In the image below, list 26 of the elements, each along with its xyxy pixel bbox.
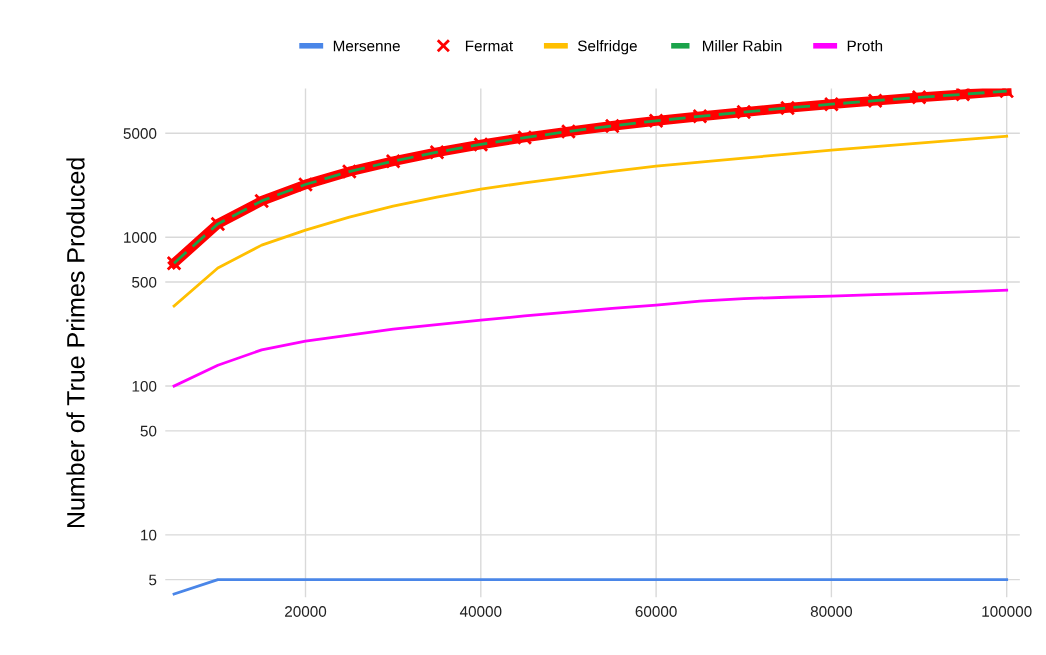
x-tick-label: 60000 [635, 606, 677, 617]
legend-label: Fermat [465, 40, 513, 52]
y-tick-label: 50 [140, 425, 157, 437]
point [604, 118, 620, 134]
y-tick-label: 10 [141, 529, 157, 541]
legend-label: Proth [847, 40, 883, 52]
point [779, 100, 796, 116]
x-tick-label: 40000 [459, 606, 502, 617]
y-tick-label: 500 [132, 276, 157, 288]
legend-label: Selfridge [577, 40, 637, 55]
point [560, 123, 577, 140]
y-tick-label: 5000 [123, 128, 157, 139]
y-axis-title: Number of True Primes Produced [66, 158, 85, 528]
x-tick-label: 20000 [285, 606, 327, 617]
point [736, 104, 752, 120]
legend-label: Miller Rabin [702, 40, 782, 52]
legend-label: Mersenne [333, 40, 400, 52]
line-series [172, 288, 1009, 388]
y-tick-label: 100 [132, 380, 157, 392]
y-tick-label: 5 [149, 574, 157, 586]
point [955, 88, 971, 102]
x-tick-label: 100000 [982, 606, 1032, 617]
x-tick-label: 80000 [810, 606, 853, 617]
point [385, 153, 401, 169]
y-tick-label: 1000 [124, 232, 157, 243]
line-series [172, 134, 1009, 308]
